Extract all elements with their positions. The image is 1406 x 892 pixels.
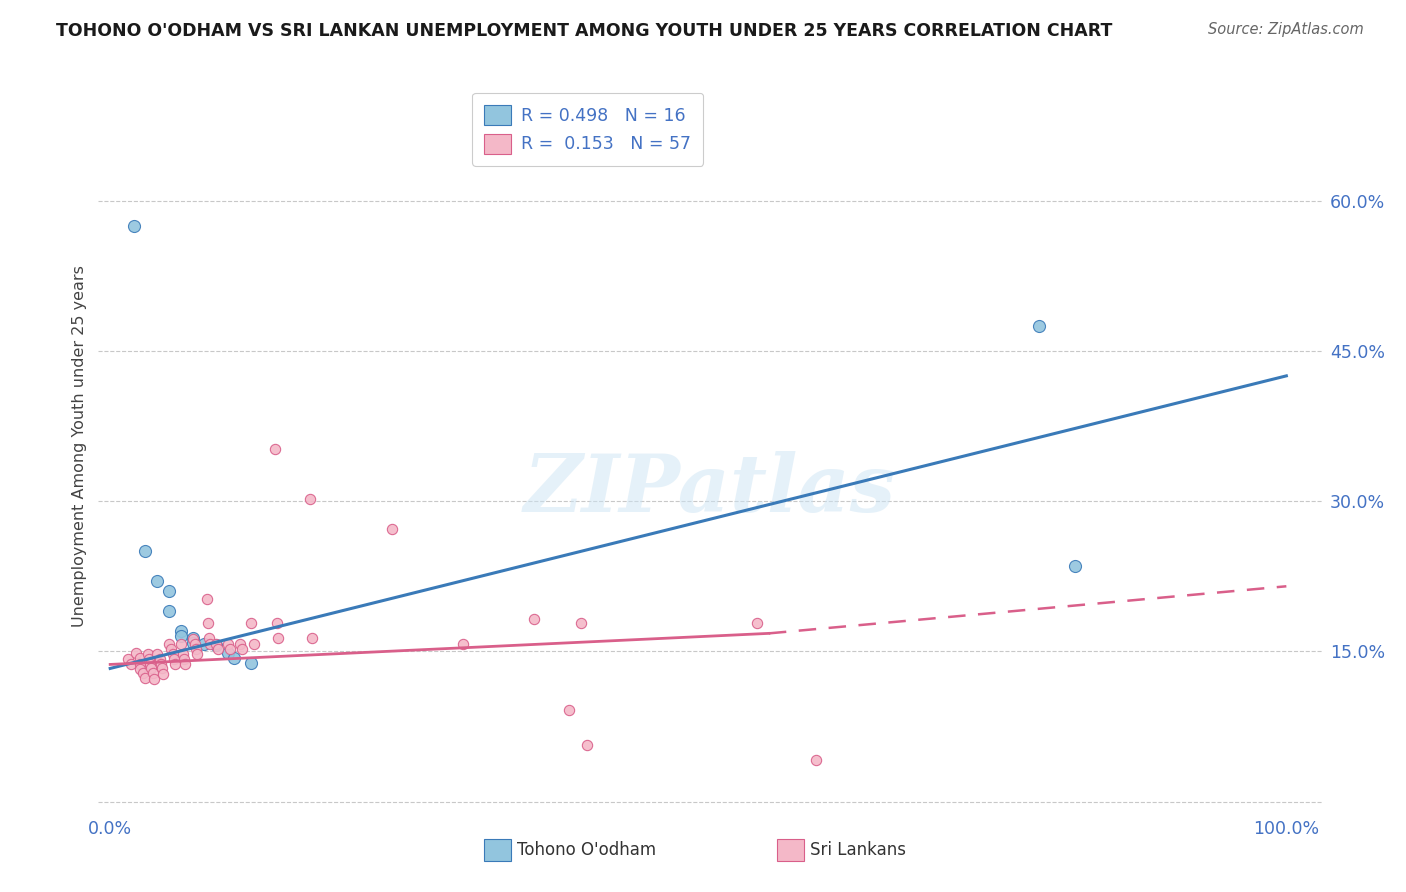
Point: [1063, 559, 1085, 574]
Point: [141, 666, 163, 681]
Point: [152, 667, 174, 681]
Point: [138, 652, 160, 666]
Point: [149, 652, 172, 666]
Point: [157, 604, 180, 618]
Point: [142, 673, 165, 687]
Point: [174, 657, 197, 672]
Point: [120, 657, 142, 672]
Point: [184, 637, 207, 651]
Point: [150, 661, 173, 675]
Point: [128, 657, 150, 672]
Point: [136, 648, 159, 662]
Point: [198, 632, 221, 646]
Point: [184, 642, 207, 657]
Bar: [778, 838, 804, 861]
Text: TOHONO O'ODHAM VS SRI LANKAN UNEMPLOYMENT AMONG YOUTH UNDER 25 YEARS CORRELATION: TOHONO O'ODHAM VS SRI LANKAN UNEMPLOYMEN…: [56, 22, 1112, 40]
Point: [125, 647, 148, 661]
Point: [195, 592, 218, 607]
Point: [523, 612, 546, 626]
Point: [219, 642, 242, 657]
Point: [240, 657, 263, 671]
Point: [146, 648, 169, 662]
Point: [117, 652, 139, 666]
Point: [134, 672, 156, 686]
Point: [160, 642, 183, 657]
Point: [181, 632, 204, 647]
Point: [222, 651, 245, 665]
Point: [266, 616, 288, 631]
Point: [301, 632, 323, 646]
Y-axis label: Unemployment Among Youth under 25 years: Unemployment Among Youth under 25 years: [72, 265, 87, 627]
Point: [139, 657, 162, 672]
Point: [1028, 318, 1050, 333]
Point: [172, 648, 194, 662]
Point: [128, 662, 150, 676]
Point: [205, 639, 228, 653]
Point: [186, 648, 208, 662]
Point: [205, 637, 228, 651]
Point: [217, 637, 239, 651]
Point: [558, 702, 581, 716]
Point: [299, 492, 322, 507]
Point: [263, 442, 285, 456]
Text: Source: ZipAtlas.com: Source: ZipAtlas.com: [1208, 22, 1364, 37]
Point: [157, 637, 180, 651]
Point: [162, 648, 184, 662]
Point: [132, 666, 155, 681]
Point: [198, 637, 221, 651]
Point: [134, 544, 156, 558]
Point: [146, 574, 169, 589]
Point: [128, 651, 150, 665]
Point: [173, 652, 195, 666]
Point: [170, 637, 193, 651]
Point: [381, 522, 404, 536]
Point: [240, 616, 263, 631]
Point: [745, 616, 768, 631]
Point: [170, 629, 193, 643]
Point: [163, 657, 186, 672]
Point: [267, 632, 290, 646]
Point: [122, 219, 145, 233]
Point: [217, 647, 239, 661]
Point: [242, 637, 264, 651]
Point: [181, 636, 204, 650]
Point: [231, 642, 253, 657]
Bar: [484, 838, 510, 861]
Point: [804, 753, 827, 767]
Point: [163, 652, 186, 666]
Text: Tohono O'odham: Tohono O'odham: [517, 841, 655, 859]
Point: [181, 632, 204, 646]
Point: [207, 642, 229, 657]
Point: [170, 624, 193, 639]
Point: [451, 637, 474, 651]
Point: [141, 661, 163, 675]
Point: [149, 657, 172, 672]
Text: Sri Lankans: Sri Lankans: [810, 841, 907, 859]
Text: ZIPatlas: ZIPatlas: [524, 451, 896, 529]
Point: [569, 616, 592, 631]
Point: [228, 637, 250, 651]
Point: [197, 616, 219, 631]
Legend: R = 0.498   N = 16, R =  0.153   N = 57: R = 0.498 N = 16, R = 0.153 N = 57: [472, 93, 703, 166]
Point: [193, 637, 215, 651]
Point: [575, 738, 598, 752]
Point: [157, 584, 180, 599]
